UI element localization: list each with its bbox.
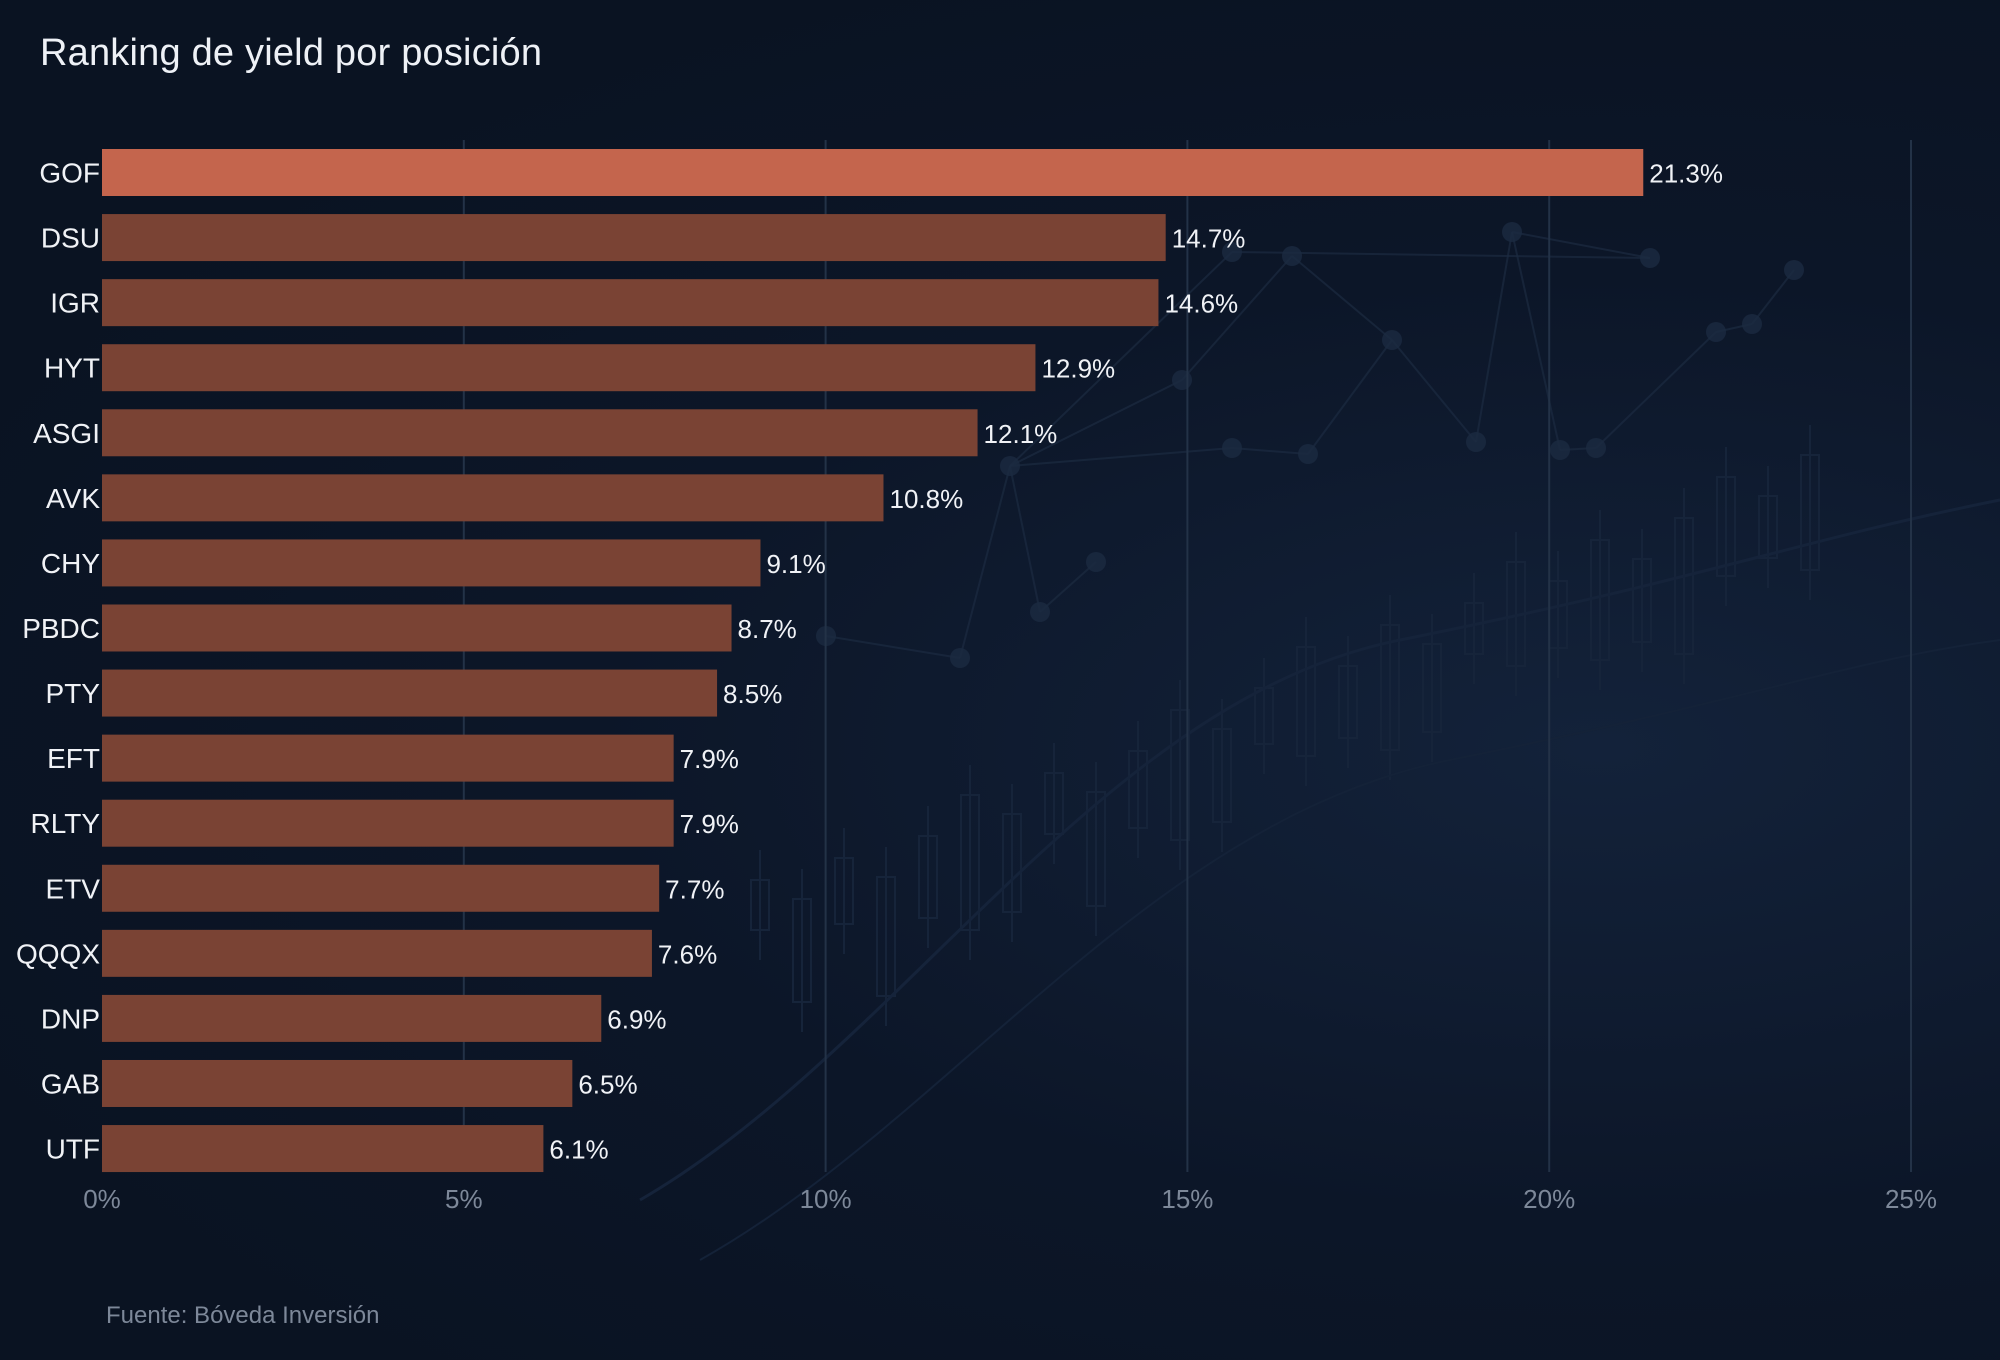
category-label: DNP [41, 1003, 100, 1034]
value-label: 6.9% [607, 1004, 666, 1034]
background-decoration [639, 222, 2000, 1261]
x-tick-label: 25% [1885, 1184, 1937, 1214]
category-label: QQQX [16, 938, 100, 969]
bar-rlty [102, 799, 674, 847]
value-label: 14.7% [1172, 224, 1246, 254]
category-label: HYT [44, 353, 100, 384]
x-axis-ticks: 0% 5% 10% 15% 20% 25% [83, 1184, 1937, 1214]
value-labels: 21.3% 14.7% 14.6% 12.9% 12.1% 10.8% 9.1% 8.7% 8.… [549, 159, 1723, 1165]
value-label: 12.9% [1041, 354, 1115, 384]
bar-dsu [102, 214, 1166, 262]
x-tick-label: 15% [1161, 1184, 1213, 1214]
x-tick-label: 10% [800, 1184, 852, 1214]
bar-dnp [102, 994, 602, 1042]
bar-eft [102, 734, 674, 782]
value-label: 8.7% [738, 614, 797, 644]
value-label: 6.1% [549, 1135, 608, 1165]
bar-chy [102, 539, 761, 587]
value-label: 14.6% [1164, 289, 1238, 319]
bar-gab [102, 1059, 573, 1107]
bar-gof [102, 149, 1644, 196]
category-label: UTF [46, 1134, 100, 1165]
bar-igr [102, 279, 1159, 327]
value-label: 9.1% [766, 549, 825, 579]
category-label: DSU [41, 223, 100, 254]
category-label: RLTY [31, 808, 101, 839]
bar-qqqx [102, 929, 652, 977]
x-tick-label: 5% [445, 1184, 483, 1214]
bar-asgi [102, 409, 978, 457]
category-label: EFT [47, 743, 100, 774]
value-label: 7.6% [658, 939, 717, 969]
category-label: GOF [39, 158, 100, 189]
category-label: GAB [41, 1068, 100, 1099]
chart-title: Ranking de yield por posición [40, 32, 543, 74]
value-label: 7.7% [665, 874, 724, 904]
bar-pty [102, 669, 718, 717]
bar-utf [102, 1125, 544, 1173]
bar-hyt [102, 344, 1036, 392]
x-tick-label: 20% [1523, 1184, 1575, 1214]
category-label: ASGI [33, 418, 100, 449]
x-tick-label: 0% [83, 1184, 121, 1214]
bar-pbdc [102, 604, 732, 652]
category-label: CHY [41, 548, 100, 579]
bar-avk [102, 474, 884, 522]
source-note: Fuente: Bóveda Inversión [106, 1302, 380, 1329]
value-label: 21.3% [1649, 159, 1723, 189]
category-labels: GOF DSU IGR HYT ASGI AVK CHY PBDC PTY EFT RLTY ETV Q… [16, 158, 100, 1165]
value-label: 8.5% [723, 679, 782, 709]
value-label: 7.9% [680, 744, 739, 774]
category-label: ETV [46, 873, 101, 904]
value-label: 10.8% [889, 484, 963, 514]
category-label: IGR [50, 288, 100, 319]
bar-etv [102, 864, 660, 912]
category-label: AVK [46, 483, 100, 514]
category-label: PBDC [22, 613, 100, 644]
value-label: 7.9% [680, 809, 739, 839]
category-label: PTY [46, 678, 101, 709]
bars-group [102, 149, 1644, 1173]
value-label: 12.1% [984, 419, 1058, 449]
value-label: 6.5% [578, 1069, 637, 1099]
